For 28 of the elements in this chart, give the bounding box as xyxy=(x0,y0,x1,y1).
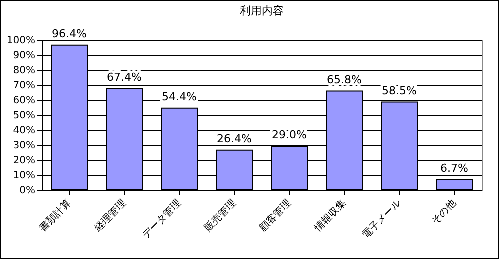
data-label: 54.4% xyxy=(162,90,197,104)
y-tick-label: 70% xyxy=(13,80,36,92)
data-label: 29.0% xyxy=(272,128,307,142)
y-tick-label: 40% xyxy=(13,126,36,136)
y-tick-label: 10% xyxy=(13,170,36,182)
x-tick-label: 経理管理 xyxy=(92,198,129,235)
data-label: 65.8% xyxy=(327,73,362,86)
y-tick-label: 60% xyxy=(13,96,36,106)
y-tick-label: 100% xyxy=(6,36,36,46)
x-tick-label: 書類計算 xyxy=(36,197,74,234)
x-tick-label: 電子メール xyxy=(360,198,404,242)
y-tick-label: 90% xyxy=(13,50,36,62)
y-tick-label: 0% xyxy=(20,186,36,196)
data-label: 67.4% xyxy=(107,70,142,84)
x-tick-label: 顧客管理 xyxy=(256,197,294,234)
data-label: 6.7% xyxy=(440,162,468,175)
y-tick-label: 80% xyxy=(13,66,36,76)
y-tick-label: 50% xyxy=(13,110,36,122)
x-tick-label: その他 xyxy=(429,197,459,227)
y-tick-label: 30% xyxy=(13,140,36,152)
y-tick-label: 20% xyxy=(13,156,36,166)
data-label: 26.4% xyxy=(217,132,252,146)
chart-title: 利用内容 xyxy=(240,4,284,18)
x-tick-label: 販売管理 xyxy=(202,197,239,234)
data-label: 96.4% xyxy=(52,27,87,40)
x-tick-label: 情報収集 xyxy=(311,197,349,235)
x-tick-label: データ管理 xyxy=(140,198,184,242)
data-label: 58.5% xyxy=(382,84,417,98)
